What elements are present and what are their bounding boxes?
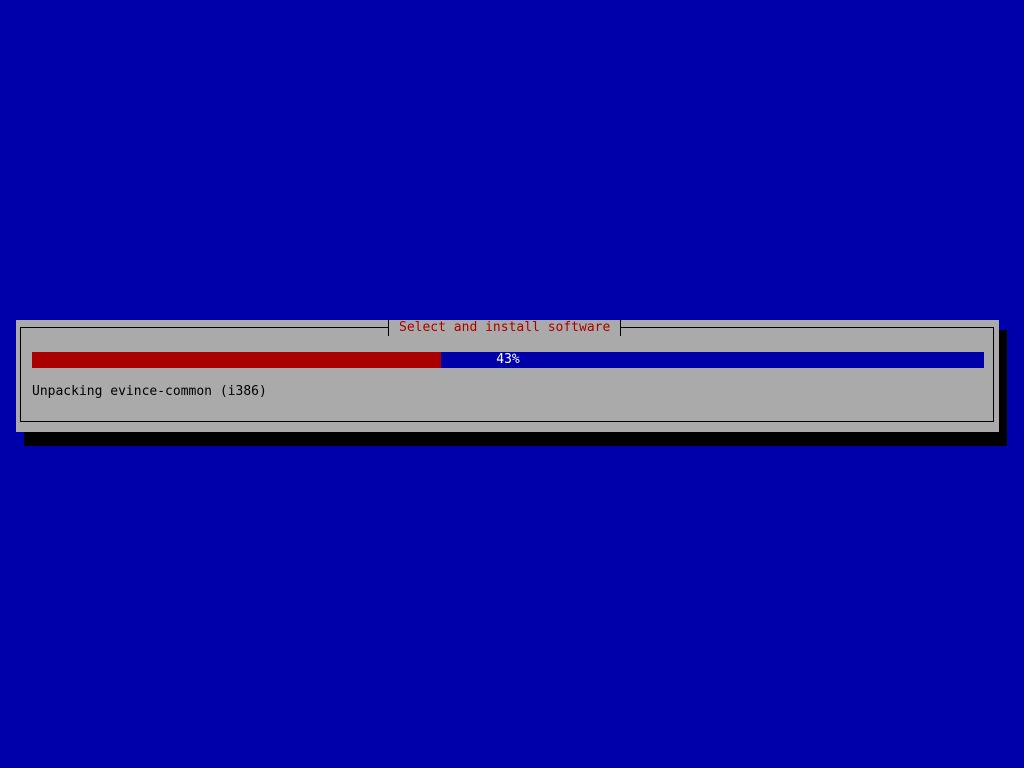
dialog-frame (20, 327, 994, 422)
install-dialog: Select and install software 43% Unpackin… (16, 320, 999, 432)
progress-percent: 43% (496, 352, 520, 367)
progress-fill (32, 352, 442, 368)
status-text: Unpacking evince-common (i386) (32, 384, 267, 399)
progress-bar: 43% (32, 352, 984, 368)
dialog-title: Select and install software (388, 320, 622, 336)
dialog-shadow (24, 432, 1007, 446)
dialog-shadow-right (999, 330, 1007, 446)
